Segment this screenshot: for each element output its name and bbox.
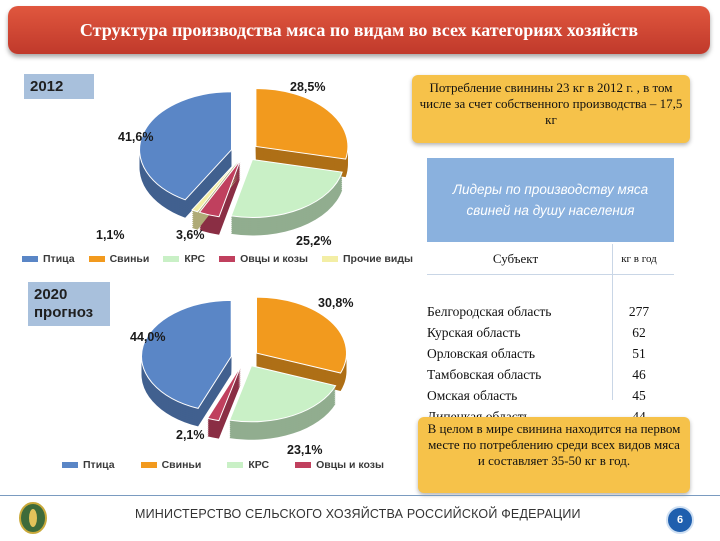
legend-label: Птица [83, 459, 115, 471]
world-pork-callout: В целом в мире свинина находится на перв… [418, 417, 690, 493]
pie-2012-label-pork: 28,5% [290, 80, 326, 94]
table-column-divider [612, 244, 613, 400]
year-badge-2012: 2012 [24, 74, 94, 99]
header-subject: Субъект [492, 251, 539, 266]
pie-slice-other [191, 159, 239, 213]
ministry-name: МИНИСТЕРСТВО СЕЛЬСКОГО ХОЗЯЙСТВА РОССИЙС… [135, 507, 581, 521]
legend-swatch-poultry [62, 462, 78, 468]
page-title: Структура производства мяса по видам во … [79, 19, 639, 40]
table-row: Курская область 62 [427, 322, 674, 343]
pie-2012-label-other: 1,1% [96, 228, 125, 242]
title-bar: Структура производства мяса по видам во … [8, 6, 710, 54]
region-name: Орловская область [427, 345, 536, 361]
pie-chart-2020 [141, 296, 347, 440]
legend-label: Птица [43, 253, 75, 265]
legend-label: Прочие виды [342, 253, 413, 265]
footer [0, 495, 720, 541]
page-number: 6 [666, 506, 694, 534]
pie-slice-poultry [141, 299, 232, 409]
header-kg-per-year: кг в год [621, 253, 657, 265]
pork-consumption-callout: Потребление свинины 23 кг в 2012 г. , в … [412, 75, 690, 143]
legend-swatch-sheep [295, 462, 312, 468]
pie-2020-label-cattle: 23,1% [287, 443, 323, 457]
pie-2012-label-sheep: 3,6% [176, 228, 205, 242]
leaders-table: Субъект кг в год Белгородская область 277… [427, 244, 674, 427]
legend-item: Овцы и козы [219, 253, 308, 265]
legend-swatch-cattle [227, 462, 244, 468]
legend-item: Свиньи [140, 459, 202, 471]
legend-swatch-poultry [22, 256, 38, 262]
region-value: 62 [632, 324, 646, 340]
region-value: 46 [632, 366, 646, 382]
pie-chart-2012 [139, 87, 349, 236]
legend-item: Овцы и козы [295, 459, 384, 471]
pie-slice-pork [255, 87, 349, 160]
legend-item: Свиньи [88, 253, 150, 265]
legend-swatch-pork [88, 256, 105, 262]
table-header: Субъект кг в год [427, 244, 674, 275]
legend-label: Овцы и козы [316, 459, 384, 471]
leaders-heading: Лидеры по производству мяса свиней на ду… [427, 158, 674, 242]
year-badge-2020: 2020 прогноз [28, 282, 110, 326]
legend-2020: Птица Свиньи КРС Овцы и козы [62, 459, 398, 471]
region-value: 51 [632, 345, 646, 361]
legend-item: Птица [62, 459, 115, 471]
table-row: Тамбовская область 46 [427, 364, 674, 385]
legend-item: Прочие виды [321, 253, 413, 265]
region-name: Омская область [427, 387, 518, 403]
legend-label: КРС [248, 459, 270, 471]
region-value: 277 [628, 303, 650, 319]
table-row: Белгородская область 277 [427, 301, 674, 322]
pie-2020-label-sheep: 2,1% [176, 428, 205, 442]
legend-2012: Птица Свиньи КРС Овцы и козы Прочие виды [22, 253, 427, 265]
pie-2012-label-poultry: 41,6% [118, 130, 154, 144]
pork-consumption-text: Потребление свинины 23 кг в 2012 г. , в … [419, 80, 683, 127]
region-name: Тамбовская область [427, 366, 542, 382]
legend-swatch-cattle [163, 256, 180, 262]
pie-2020-label-pork: 30,8% [318, 296, 354, 310]
region-name: Белгородская область [427, 303, 552, 319]
pie-2012-label-cattle: 25,2% [296, 234, 332, 248]
pie-slice-poultry [139, 91, 233, 201]
legend-swatch-pork [140, 462, 157, 468]
pie-slice-sheep-goats [198, 159, 241, 218]
pie-2020-label-poultry: 44,0% [130, 330, 166, 344]
pie-slice-cattle [228, 365, 337, 423]
legend-swatch-other [321, 256, 338, 262]
region-name: Курская область [427, 324, 521, 340]
legend-label: Свиньи [109, 253, 150, 265]
legend-swatch-sheep [219, 256, 236, 262]
pie-slice-pork [255, 296, 347, 374]
legend-item: КРС [227, 459, 269, 471]
legend-item: КРС [163, 253, 205, 265]
world-pork-text: В целом в мире свинина находится на перв… [427, 421, 681, 468]
region-value: 45 [632, 387, 646, 403]
legend-label: КРС [184, 253, 206, 265]
pie-slice-sheep-goats [206, 366, 242, 422]
table-row: Орловская область 51 [427, 343, 674, 364]
legend-label: Свиньи [161, 459, 202, 471]
legend-label: Овцы и козы [240, 253, 308, 265]
table-row: Омская область 45 [427, 385, 674, 406]
ministry-emblem-icon [19, 502, 47, 534]
legend-item: Птица [22, 253, 75, 265]
leaders-heading-text: Лидеры по производству мяса свиней на ду… [452, 182, 649, 218]
pie-slice-cattle [230, 158, 343, 218]
